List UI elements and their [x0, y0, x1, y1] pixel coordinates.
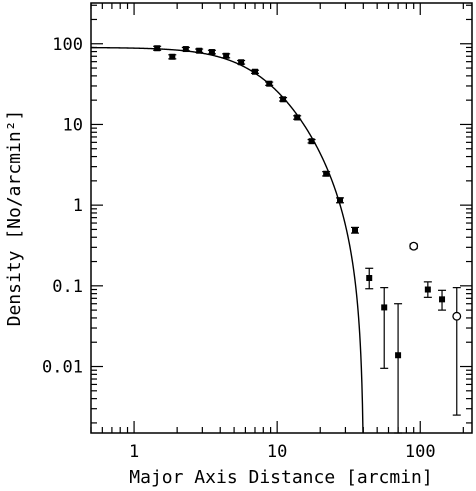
square-marker	[352, 227, 359, 234]
x-axis-label: Major Axis Distance [arcmin]	[129, 467, 432, 488]
square-marker	[337, 197, 344, 204]
square-marker	[395, 352, 402, 359]
square-marker	[182, 46, 189, 53]
open-circle-marker	[409, 241, 419, 251]
square-marker	[308, 138, 315, 145]
square-marker	[169, 53, 176, 60]
fit-curve-layer	[90, 46, 364, 434]
data-point	[351, 226, 360, 234]
square-marker	[424, 286, 431, 293]
square-marker	[196, 47, 203, 54]
data-points-layer	[153, 45, 462, 434]
data-point	[307, 138, 316, 145]
data-point	[394, 303, 403, 434]
fit-curve	[90, 46, 364, 434]
tick-labels-layer: 1 10 100 100 10 1 0.1 0.01	[42, 35, 436, 462]
square-marker	[439, 296, 446, 303]
data-point	[195, 47, 204, 54]
square-marker	[266, 80, 273, 87]
data-point	[222, 52, 231, 59]
plot-frame	[90, 2, 473, 434]
square-marker	[238, 59, 245, 66]
data-point	[336, 197, 345, 204]
open-circle-marker	[452, 311, 462, 321]
data-point	[365, 267, 374, 290]
square-marker	[251, 68, 258, 75]
y-tick-label: 0.01	[42, 358, 83, 378]
square-marker	[366, 275, 373, 282]
square-marker	[323, 170, 330, 177]
data-point	[293, 114, 302, 121]
data-point	[153, 45, 162, 52]
x-tick-label: 1	[129, 442, 139, 462]
data-point	[322, 170, 331, 177]
square-marker	[280, 96, 287, 103]
y-axis-label: Density [No/arcmin²]	[4, 110, 25, 327]
data-point	[438, 289, 447, 311]
square-marker	[223, 52, 230, 59]
x-tick-label: 10	[267, 442, 287, 462]
y-tick-label: 0.1	[52, 277, 83, 297]
data-point	[168, 53, 177, 60]
data-point	[409, 241, 419, 251]
square-marker	[208, 49, 215, 56]
data-point	[237, 59, 246, 66]
data-point	[181, 46, 190, 53]
data-point	[250, 68, 259, 75]
y-tick-label: 100	[52, 35, 83, 55]
square-marker	[154, 45, 161, 52]
square-marker	[381, 304, 388, 311]
data-point	[265, 80, 274, 87]
data-point	[380, 287, 389, 369]
square-marker	[294, 114, 301, 121]
data-point	[279, 96, 288, 103]
x-tick-label: 100	[405, 442, 436, 462]
data-point	[207, 49, 216, 56]
data-point	[423, 281, 432, 298]
axis-ticks	[90, 3, 472, 433]
y-tick-label: 10	[63, 115, 83, 135]
y-tick-label: 1	[73, 196, 83, 216]
data-point	[452, 287, 462, 416]
